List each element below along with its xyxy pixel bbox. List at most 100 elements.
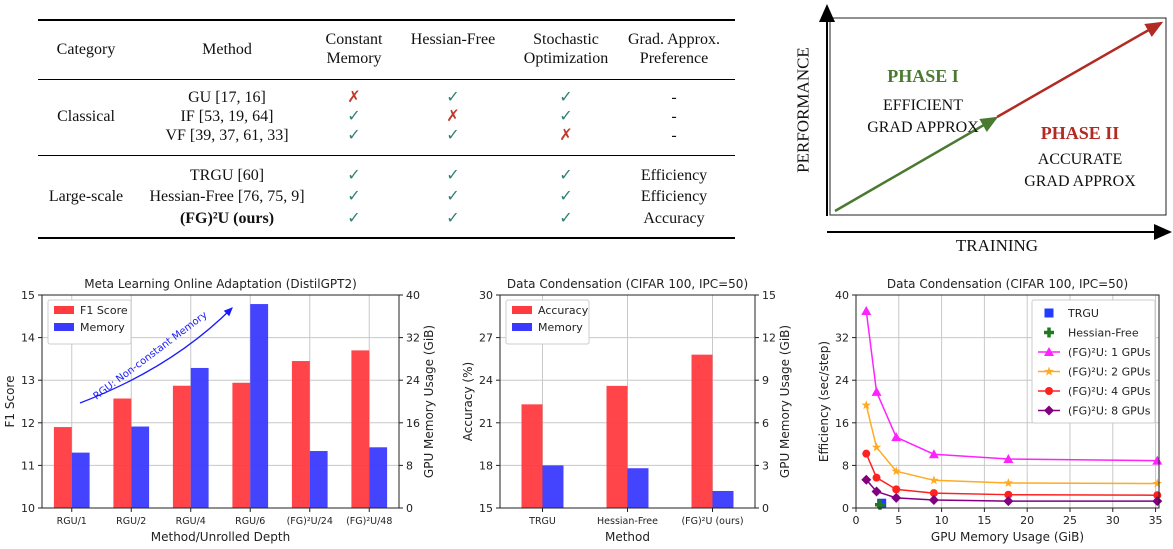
header-5: Grad. Approx. Preference [628,31,720,67]
check-icon: ✓ [446,89,460,106]
y-tick-label: 15 [21,289,35,302]
y2-tick-label: 24 [406,374,420,387]
bar-f1-score [351,350,370,508]
series-diamond-point [891,492,902,503]
y2-tick-label: 9 [762,374,769,387]
header-3: Hessian-Free [410,31,496,48]
y-tick-label: 24 [835,374,849,387]
y2-tick-label: 0 [762,502,769,515]
legend-marker [1044,347,1054,356]
y-tick-label: 24 [479,374,493,387]
x-tick-label: RGU/4 [176,516,206,527]
legend-swatch [54,306,74,314]
y-tick-label: 21 [479,417,493,430]
check-icon: ✓ [559,108,573,125]
header-2: Constant Memory [325,31,383,67]
legend-swatch [54,323,74,331]
check-icon: ✓ [347,108,361,125]
x-tick-label: 0 [853,514,860,527]
check-icon: ✓ [446,188,460,205]
y2-tick-label: 32 [406,332,420,345]
check-icon: ✓ [446,127,460,144]
phase-box [829,17,1167,216]
y-tick-label: 30 [479,289,493,302]
x-axis-label: Method [605,530,650,544]
cross-icon: ✗ [559,127,573,144]
legend-marker [1044,366,1054,376]
series-diamond-point [861,474,872,485]
series-diamond-point [871,486,882,497]
series-star-point [1152,478,1163,488]
bar-f1-score [232,382,251,508]
x-tick-label: (FG)²U (ours) [681,516,743,527]
check-icon: ✓ [559,188,573,205]
bar-memory [71,452,90,508]
y-tick-label: 16 [835,417,849,430]
training-axis-label: TRAINING [955,236,1039,255]
chart-title: Data Condensation (CIFAR 100, IPC=50) [507,277,748,291]
preference-value: Accuracy [643,210,705,227]
x-tick-label: 20 [1020,514,1034,527]
y-tick-label: 10 [21,502,35,515]
preference-value: Efficiency [640,188,708,205]
series-star-point [891,466,901,476]
plot-frame [41,294,400,509]
preference-value: - [671,89,677,106]
series-star-point [1003,477,1014,488]
phase2-arrow [996,21,1164,119]
bar-memory [542,465,564,508]
table-group-rule [38,155,735,156]
check-icon: ✓ [446,210,460,227]
y2-tick-label: 8 [406,459,413,472]
bar-f1-score [113,398,132,508]
preference-value: - [671,127,677,144]
x-tick-label: 25 [1063,514,1077,527]
legend-swatch [512,306,532,314]
bar-accuracy [691,354,713,508]
legend-marker [1044,327,1054,338]
legend-marker [1045,387,1053,395]
x-tick-label: RGU/1 [57,516,87,527]
plot-frame [855,294,1160,509]
y-tick-label: 32 [835,332,849,345]
phase2-title: PHASE II [1040,123,1120,143]
x-tick-label: TRGU [528,516,556,527]
table-bottom-rule [38,237,735,239]
series-triangle-point [861,305,872,315]
series-triangle-point [1152,455,1163,465]
series-diamond-point [1152,496,1163,507]
phase1-title: PHASE I [887,66,959,86]
x-tick-label: 10 [935,514,949,527]
legend-label: F1 Score [80,304,128,317]
series-circle-point [1004,490,1013,499]
bar-memory [309,451,328,508]
cross-icon: ✗ [347,89,361,106]
y2-tick-label: 16 [406,417,420,430]
series-diamond-point [1003,496,1014,507]
check-icon: ✓ [559,167,573,184]
preference-value: Efficiency [640,167,708,184]
annotation-arrow [79,307,233,404]
bar-memory [369,447,388,508]
legend-marker [1044,405,1054,416]
y-tick-label: 40 [835,289,849,302]
method-name: IF [53, 19, 64] [180,108,274,125]
bar-accuracy [606,385,628,508]
series-circle-line [865,453,1158,496]
y2-tick-label: 15 [762,289,776,302]
series-circle-point [892,485,901,494]
y2-tick-label: 6 [762,417,769,430]
y-tick-label: 0 [842,502,849,515]
legend-label: (FG)²U: 1 GPUs [1068,346,1151,359]
x-tick-label: (FG)²U/24 [287,516,333,527]
legend-label: TRGU [1067,307,1099,320]
legend-swatch [512,323,532,331]
check-icon: ✓ [559,210,573,227]
x-axis-label: GPU Memory Usage (GiB) [931,530,1084,544]
check-icon: ✓ [446,167,460,184]
phase2-line1: ACCURATE [1037,151,1123,168]
series-triangle-point [928,449,939,459]
y-tick-label: 14 [21,332,35,345]
legend-marker [1044,308,1054,318]
